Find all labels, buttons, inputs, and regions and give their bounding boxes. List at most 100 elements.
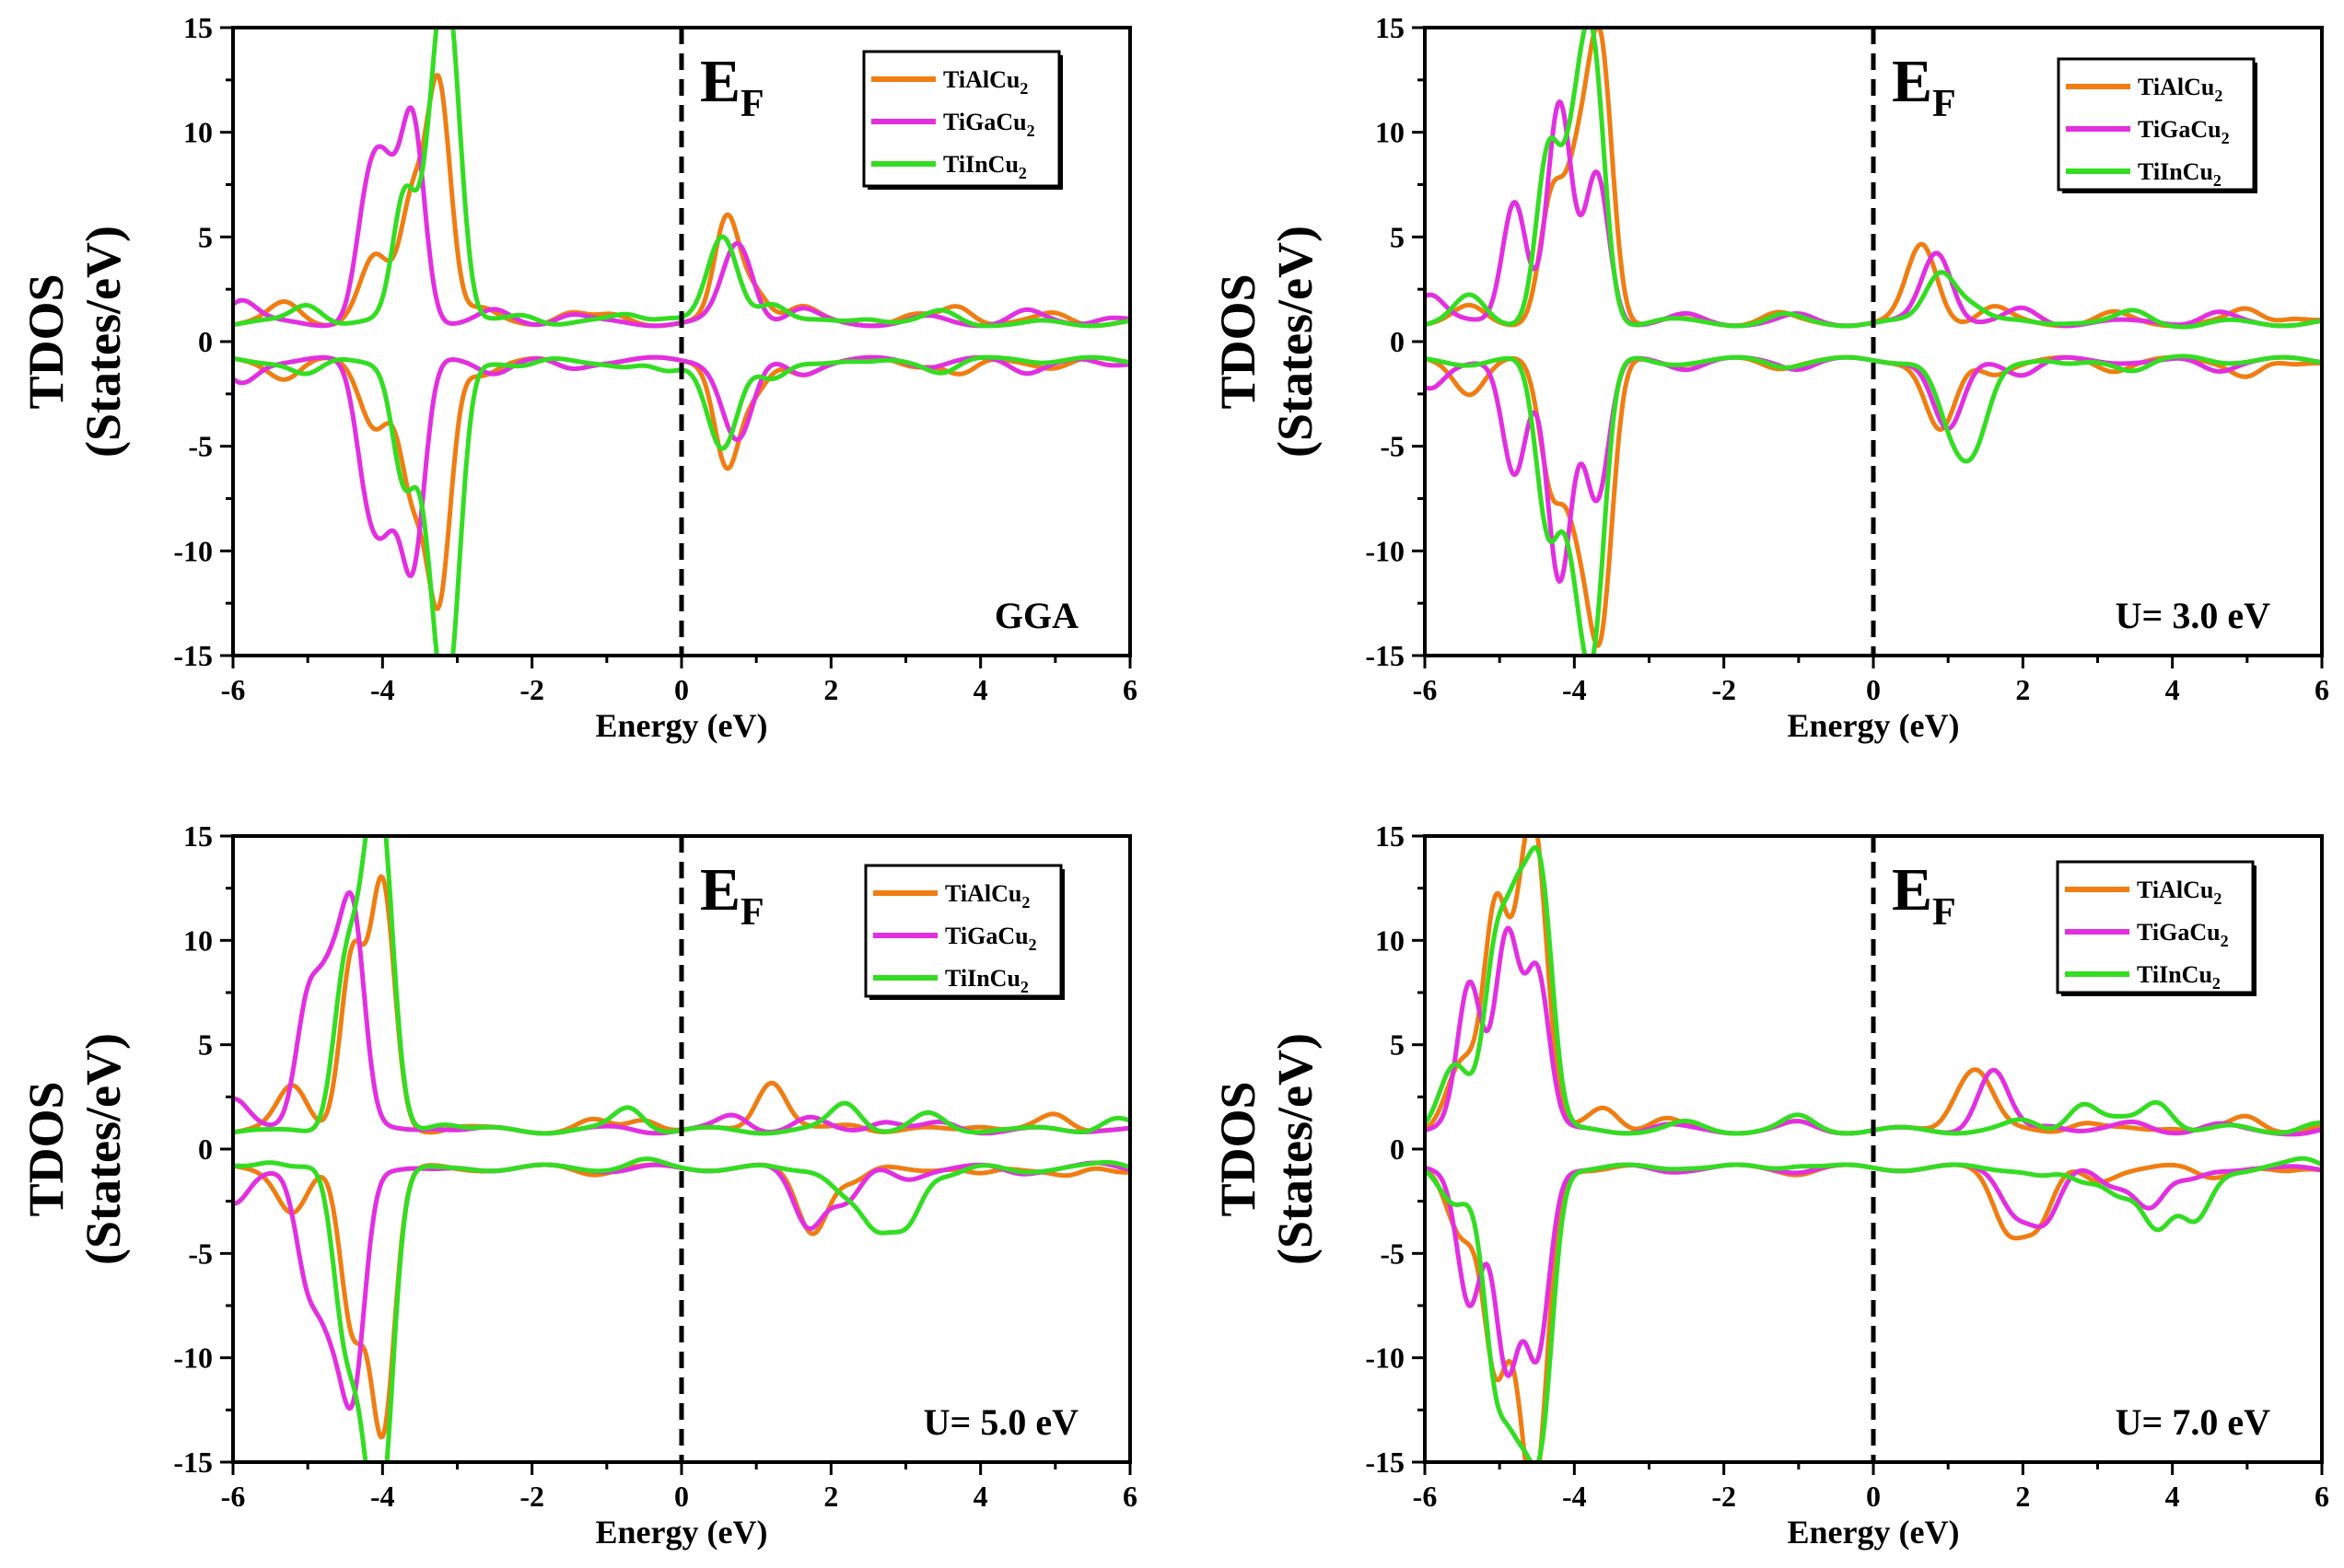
- x-tick-label: -2: [519, 1480, 544, 1513]
- x-tick-label: 6: [1123, 1480, 1137, 1513]
- y-axis-title-line1: TDOS: [18, 273, 74, 409]
- fermi-label-subscript: F: [1932, 83, 1956, 125]
- legend-label-base: TiGaCu: [945, 923, 1029, 949]
- legend-label-base: TiGaCu: [2138, 116, 2222, 143]
- y-tick-label: 0: [198, 325, 213, 358]
- chart-panel-1: -6 -4 -2 0 2 4 6 15 10 5 0 -5 -10 -15 Energy (eV) TDOS(…: [18, 11, 1137, 744]
- x-axis-title: Energy (eV): [596, 707, 768, 744]
- y-axis-title-line2: (States/eV): [1267, 1033, 1323, 1265]
- legend-label: TiGaCu2: [2138, 116, 2230, 147]
- legend-label: TiGaCu2: [2137, 919, 2229, 950]
- legend-label-subscript: 2: [1019, 164, 1027, 182]
- x-tick-label: 0: [674, 1480, 689, 1513]
- y-tick-label: -15: [1365, 1446, 1405, 1479]
- chart-panel-4: -6 -4 -2 0 2 4 6 15 10 5 0 -5 -10 -15 Energy (eV) TDOS(…: [1210, 819, 2329, 1551]
- y-tick-label: 15: [1375, 11, 1405, 44]
- y-tick-label: -15: [173, 639, 213, 672]
- y-axis-title: TDOS(States/eV): [18, 226, 131, 458]
- legend-label-subscript: 2: [1020, 978, 1029, 996]
- legend-box: [2056, 860, 2255, 994]
- chart-panel-3: -6 -4 -2 0 2 4 6 15 10 5 0 -5 -10 -15 Energy (eV) TDOS(…: [18, 819, 1137, 1551]
- legend-label-subscript: 2: [1027, 122, 1035, 140]
- legend-label: TiAlCu2: [945, 880, 1030, 912]
- legend-label-base: TiGaCu: [2137, 919, 2221, 946]
- legend-label: TiAlCu2: [2137, 877, 2222, 908]
- y-axis-title: TDOS(States/eV): [18, 1033, 131, 1265]
- x-tick-label: -6: [1413, 673, 1438, 706]
- fermi-label: EF: [700, 856, 764, 934]
- x-tick-label: -4: [370, 1480, 395, 1513]
- x-tick-label: 2: [2015, 1480, 2030, 1513]
- y-tick-label: 10: [1375, 116, 1405, 149]
- x-tick-label: -4: [1562, 673, 1587, 706]
- legend-box: [864, 864, 1063, 998]
- legend-label-base: TiAlCu: [943, 66, 1020, 93]
- legend-label-subscript: 2: [1020, 79, 1028, 98]
- y-tick-label: 15: [1375, 819, 1405, 853]
- legend-label-subscript: 2: [1029, 935, 1037, 954]
- y-axis-title-line1: TDOS: [1210, 1081, 1265, 1216]
- y-tick-label: 5: [1390, 1028, 1405, 1062]
- y-tick-label: 0: [1390, 325, 1405, 358]
- y-tick-label: -10: [1365, 534, 1405, 567]
- x-axis-title: Energy (eV): [1788, 707, 1960, 744]
- x-tick-label: 6: [1123, 673, 1137, 706]
- y-axis-title-line1: TDOS: [1210, 273, 1265, 409]
- y-tick-label: 15: [183, 819, 213, 853]
- y-tick-label: 5: [198, 1028, 213, 1062]
- fermi-label-subscript: F: [741, 83, 764, 125]
- legend-label-base: TiAlCu: [2137, 877, 2213, 903]
- legend-label-base: TiAlCu: [2138, 74, 2214, 100]
- legend-label: TiGaCu2: [943, 109, 1035, 140]
- x-tick-label: 2: [2015, 673, 2030, 706]
- x-tick-label: 6: [2315, 673, 2329, 706]
- x-axis-title: Energy (eV): [596, 1514, 768, 1551]
- fermi-label-subscript: F: [1932, 891, 1956, 934]
- y-tick-label: -10: [173, 534, 213, 567]
- x-tick-label: 0: [1866, 1480, 1881, 1513]
- y-tick-label: 10: [1375, 923, 1405, 957]
- chart-panel-2: -6 -4 -2 0 2 4 6 15 10 5 0 -5 -10 -15 Energy (eV) TDOS(…: [1210, 11, 2329, 744]
- legend-label-base: TiGaCu: [943, 109, 1027, 135]
- legend-label-base: TiInCu: [945, 965, 1020, 992]
- legend-label: TiGaCu2: [945, 923, 1037, 954]
- y-axis-title: TDOS(States/eV): [1210, 226, 1323, 458]
- y-axis-title-line1: TDOS: [18, 1081, 74, 1216]
- x-tick-label: 4: [974, 673, 988, 706]
- x-tick-label: -6: [221, 673, 246, 706]
- panel-annotation: GGA: [995, 595, 1079, 636]
- panel-annotation: U= 7.0 eV: [2116, 1401, 2270, 1443]
- x-tick-label: -2: [1711, 673, 1736, 706]
- legend-label: TiInCu2: [2138, 158, 2222, 190]
- y-tick-label: 10: [183, 116, 213, 149]
- x-tick-label: 6: [2315, 1480, 2329, 1513]
- legend-label-subscript: 2: [2213, 889, 2222, 908]
- legend-label: TiInCu2: [943, 151, 1027, 182]
- y-tick-label: 0: [198, 1132, 213, 1166]
- y-tick-label: 5: [1390, 220, 1405, 253]
- y-tick-label: -10: [1365, 1342, 1405, 1375]
- panel-annotation: U= 5.0 eV: [924, 1401, 1079, 1443]
- legend-label-subscript: 2: [2212, 974, 2221, 993]
- y-tick-label: -15: [1365, 639, 1405, 672]
- legend-label-base: TiInCu: [2138, 158, 2213, 185]
- legend-label: TiAlCu2: [943, 66, 1028, 98]
- series-line-TiInCu2-down: [233, 1156, 1130, 1462]
- legend: TiAlCu2 TiGaCu2 TiInCu2: [2057, 57, 2257, 193]
- legend-label-subscript: 2: [2221, 932, 2229, 950]
- y-tick-label: -5: [1380, 1237, 1405, 1270]
- x-tick-label: 0: [674, 673, 689, 706]
- fermi-label: EF: [1892, 48, 1956, 125]
- x-tick-label: -6: [1413, 1480, 1438, 1513]
- legend-label-subscript: 2: [1021, 893, 1030, 912]
- series-line-TiInCu2-down: [1425, 354, 2322, 656]
- y-tick-label: -5: [188, 430, 213, 463]
- legend-label: TiAlCu2: [2138, 74, 2222, 105]
- y-tick-label: -15: [173, 1446, 213, 1479]
- series-line-TiInCu2-down: [1425, 1156, 2322, 1462]
- y-tick-label: -5: [1380, 430, 1405, 463]
- y-axis-title: TDOS(States/eV): [1210, 1033, 1323, 1265]
- series-line-TiGaCu2-down: [1425, 1162, 2322, 1378]
